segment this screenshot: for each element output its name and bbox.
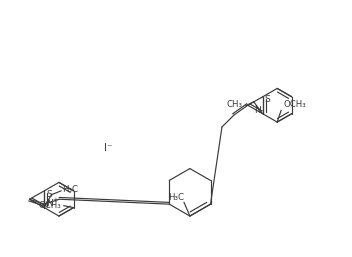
Text: +: + xyxy=(52,197,58,203)
Text: N: N xyxy=(46,199,53,208)
Text: CH₃: CH₃ xyxy=(227,100,243,109)
Text: OCH₃: OCH₃ xyxy=(284,100,307,109)
Text: I⁻: I⁻ xyxy=(104,143,113,153)
Text: H₃C: H₃C xyxy=(168,193,184,202)
Text: S: S xyxy=(265,95,270,104)
Text: N: N xyxy=(254,106,261,115)
Text: S: S xyxy=(46,190,52,199)
Text: OCH₃: OCH₃ xyxy=(38,201,61,210)
Text: H₃C: H₃C xyxy=(62,185,78,194)
